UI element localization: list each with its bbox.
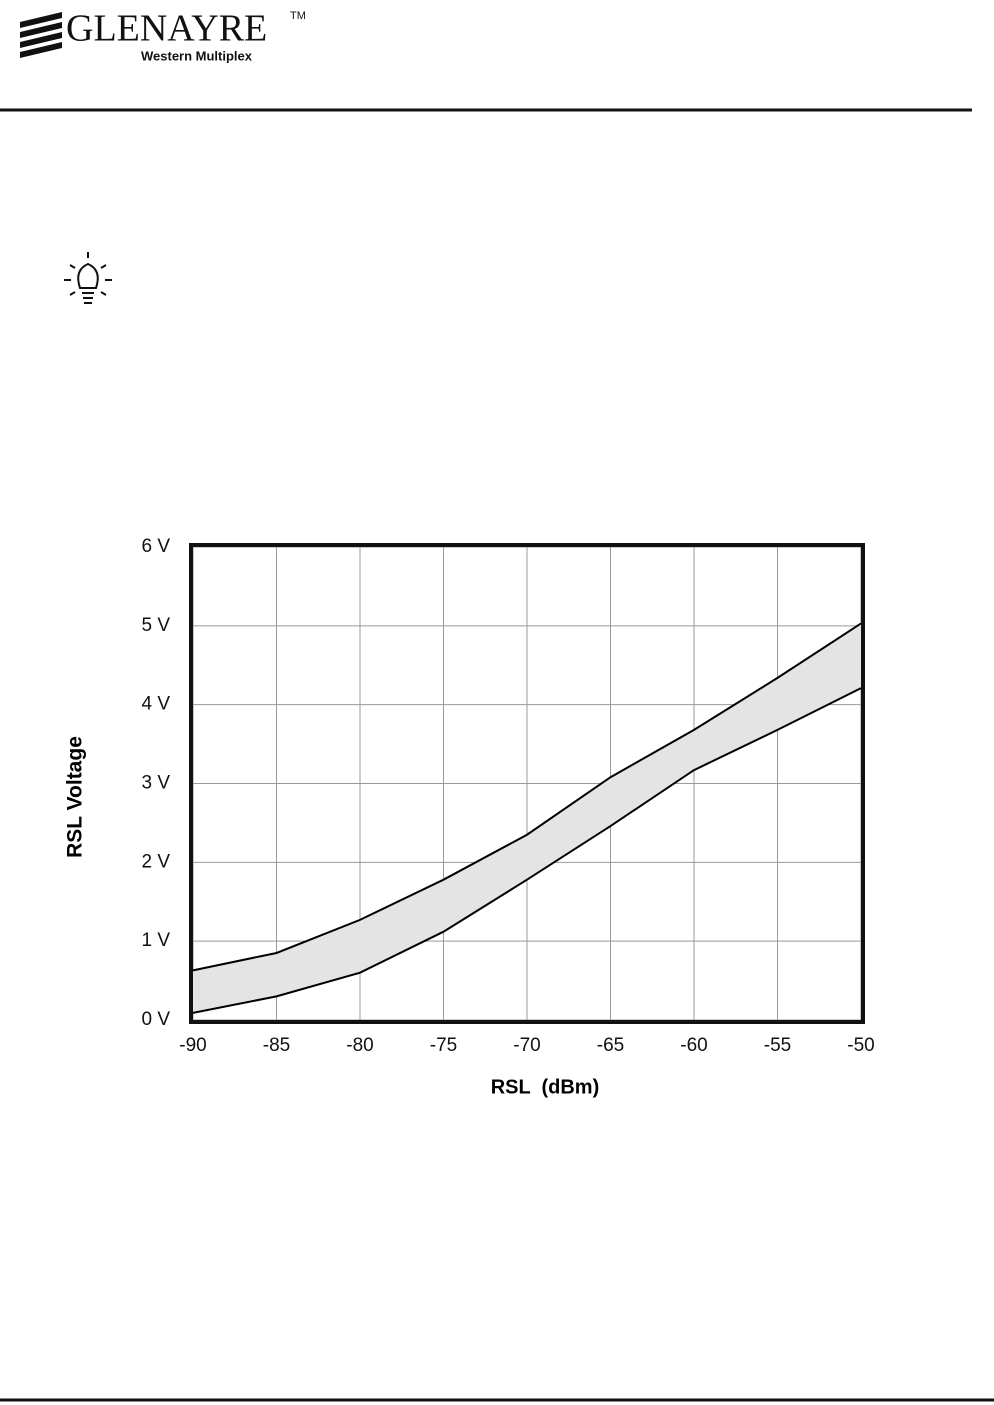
y-tick-label: 4 V	[141, 694, 170, 715]
x-tick-label: -60	[680, 1035, 707, 1056]
x-tick-label: -85	[263, 1035, 290, 1056]
x-tick-label: -80	[346, 1035, 373, 1056]
logo-mark	[20, 12, 62, 58]
subbrand: Western Multiplex	[141, 48, 253, 63]
x-tick-label: -70	[513, 1035, 540, 1056]
x-tick-label: -90	[179, 1035, 206, 1056]
lightbulb-icon	[64, 252, 112, 304]
x-tick-label: -65	[597, 1035, 624, 1056]
y-axis-label: RSL Voltage	[64, 736, 87, 858]
band-edge	[192, 622, 862, 972]
brand: GLENAYRE	[66, 8, 267, 50]
y-tick-label: 5 V	[141, 615, 170, 636]
y-tick-label: 6 V	[141, 536, 170, 557]
x-tick-label: -75	[430, 1035, 457, 1056]
y-tick-label: 3 V	[141, 773, 170, 794]
x-tick-label: -50	[847, 1035, 874, 1056]
x-axis-label: RSL (dBm)	[491, 1076, 600, 1098]
band-area	[193, 623, 861, 1013]
y-tick-label: 1 V	[141, 930, 170, 951]
plot-frame	[189, 543, 865, 1024]
trademark: TM	[290, 10, 306, 22]
x-tick-label: -55	[764, 1035, 791, 1056]
band-edge	[192, 687, 862, 1014]
y-tick-label: 2 V	[141, 851, 170, 872]
y-tick-label: 0 V	[141, 1009, 170, 1030]
